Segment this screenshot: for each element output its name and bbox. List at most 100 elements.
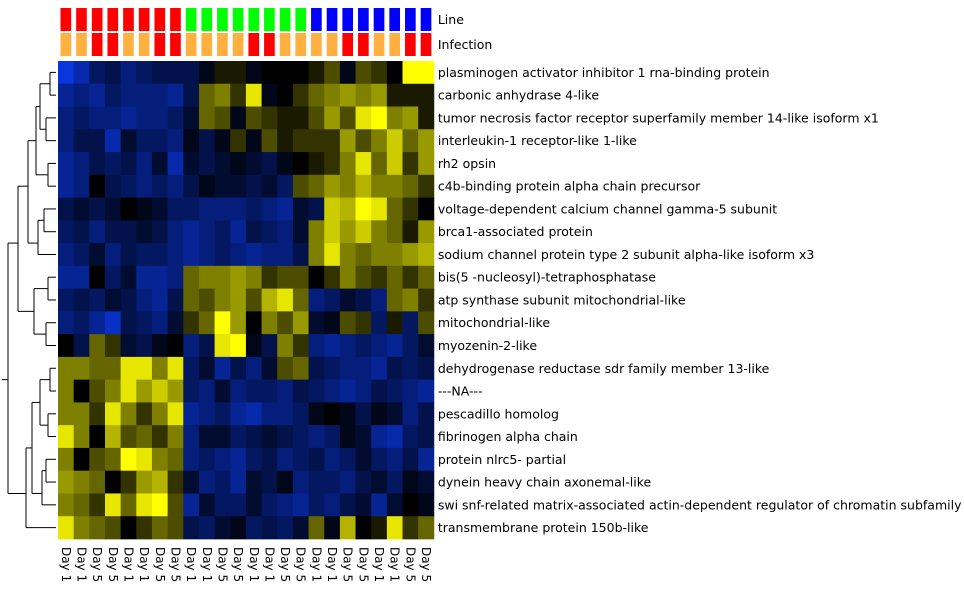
heatmap-cell — [183, 61, 200, 85]
heatmap-cell — [183, 174, 200, 198]
heatmap-cell — [136, 61, 153, 85]
heatmap-cell — [58, 379, 75, 403]
heatmap-cell — [277, 129, 294, 153]
heatmap-cell — [198, 106, 215, 130]
heatmap-cell — [308, 265, 325, 289]
heatmap-cell — [402, 243, 419, 267]
heatmap-cell — [371, 311, 388, 335]
annotation-label: Line — [438, 12, 464, 27]
annotation-cell — [373, 8, 385, 31]
heatmap-cell — [292, 402, 309, 426]
column-label: Day 1 — [74, 547, 88, 582]
heatmap-cell — [151, 106, 169, 130]
heatmap-cell — [418, 334, 435, 358]
heatmap-cell — [245, 334, 262, 358]
heatmap-cell — [120, 152, 137, 176]
row-label: bis(5 -nucleosyl)-tetraphosphatase — [438, 270, 656, 285]
heatmap-cell — [418, 61, 435, 85]
heatmap-cell — [308, 493, 325, 517]
heatmap-cell — [245, 106, 262, 130]
heatmap-cell — [104, 197, 122, 221]
heatmap-cell — [198, 61, 215, 85]
heatmap-cell — [324, 493, 341, 517]
heatmap-cell — [183, 447, 200, 472]
heatmap-cell — [355, 83, 372, 107]
heatmap-cell — [73, 174, 90, 198]
heatmap-cell — [151, 197, 169, 221]
heatmap-cell — [214, 334, 231, 358]
heatmap-cell — [371, 470, 388, 494]
heatmap-cell — [277, 197, 294, 221]
heatmap-cell — [167, 516, 184, 540]
heatmap-cell — [418, 288, 435, 312]
heatmap-cell — [355, 288, 372, 312]
column-label: Day 5 — [341, 547, 355, 582]
heatmap-cell — [73, 334, 90, 358]
heatmap-cell — [198, 197, 215, 221]
heatmap-cell — [261, 129, 278, 153]
heatmap-cell — [214, 402, 231, 426]
heatmap-cell — [104, 470, 122, 494]
heatmap-cell — [167, 197, 184, 221]
heatmap-cell — [58, 493, 75, 517]
heatmap-cell — [292, 356, 309, 381]
heatmap-cell — [386, 288, 403, 312]
row-label: brca1-associated protein — [438, 224, 593, 239]
heatmap-cell — [58, 288, 75, 312]
row-label: pescadillo homolog — [438, 406, 559, 421]
heatmap-cell — [355, 265, 372, 289]
heatmap-cell — [104, 516, 122, 540]
annotation-cell — [389, 33, 401, 56]
heatmap-cell — [386, 356, 403, 381]
heatmap-cell — [230, 447, 247, 472]
row-label: atp synthase subunit mitochondrial-like — [438, 292, 686, 307]
heatmap-cell — [136, 516, 153, 540]
row-label: protein nlrc5- partial — [438, 452, 566, 467]
heatmap-cell — [355, 129, 372, 153]
annotation-cell — [358, 8, 369, 31]
heatmap-cell — [355, 402, 372, 426]
row-label: voltage-dependent calcium channel gamma-… — [438, 201, 777, 216]
heatmap-cell — [371, 152, 388, 176]
heatmap-cell — [371, 106, 388, 130]
heatmap-cell — [386, 174, 403, 198]
heatmap-cell — [198, 220, 215, 244]
heatmap-cell — [277, 83, 294, 107]
heatmap-cell — [339, 425, 356, 449]
heatmap-cell — [120, 83, 137, 107]
heatmap-cell — [418, 243, 435, 267]
heatmap-cell — [120, 493, 137, 517]
heatmap-cell — [89, 152, 106, 176]
heatmap-cell — [183, 220, 200, 244]
heatmap-cell — [230, 379, 247, 403]
column-label: Day 5 — [419, 547, 433, 582]
heatmap-cell — [402, 106, 419, 130]
heatmap-cell — [402, 174, 419, 198]
heatmap-cell — [418, 356, 435, 381]
column-label: Day 5 — [153, 547, 167, 582]
heatmap-cell — [277, 447, 294, 472]
heatmap-cell — [418, 516, 435, 540]
heatmap-cell — [151, 516, 169, 540]
heatmap-cell — [198, 402, 215, 426]
heatmap-cell — [230, 129, 247, 153]
heatmap-cell — [151, 493, 169, 517]
heatmap-cell — [386, 106, 403, 130]
heatmap-cell — [245, 129, 262, 153]
heatmap-cell — [104, 379, 122, 403]
heatmap-cell — [198, 265, 215, 289]
heatmap-cell — [136, 402, 153, 426]
heatmap-cell — [73, 129, 90, 153]
heatmap-cell — [292, 174, 309, 198]
heatmap-cell — [104, 356, 122, 381]
heatmap-cell — [386, 220, 403, 244]
heatmap-cell — [418, 152, 435, 176]
heatmap-cell — [104, 152, 122, 176]
heatmap-cell — [136, 265, 153, 289]
annotation-cell — [326, 8, 338, 31]
heatmap-cell — [386, 243, 403, 267]
heatmap-cell — [120, 470, 137, 494]
heatmap-cell — [151, 447, 169, 472]
heatmap-cell — [89, 516, 106, 540]
